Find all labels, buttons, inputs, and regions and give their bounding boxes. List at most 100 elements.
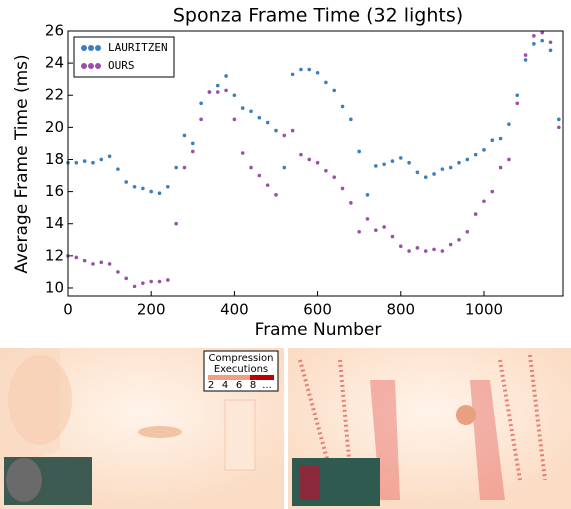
x-tick-label: 200 xyxy=(137,301,166,319)
point xyxy=(224,88,228,93)
point xyxy=(390,159,395,163)
point xyxy=(315,160,320,165)
render-basin xyxy=(138,426,182,438)
point xyxy=(465,157,470,162)
point xyxy=(415,170,420,175)
point xyxy=(507,122,511,126)
point xyxy=(448,242,453,247)
point xyxy=(515,93,520,98)
point xyxy=(332,88,337,93)
point xyxy=(490,138,495,143)
point xyxy=(132,184,137,189)
render-column xyxy=(224,399,256,471)
y-tick-label: 16 xyxy=(45,182,64,200)
point xyxy=(557,125,561,130)
point xyxy=(507,157,511,162)
point xyxy=(141,186,145,191)
legend-label: LAURITZEN xyxy=(108,41,168,54)
point xyxy=(190,149,195,154)
point xyxy=(349,117,353,122)
x-axis-label: Frame Number xyxy=(255,320,382,340)
point xyxy=(482,148,486,152)
colorbar-label: ... xyxy=(262,380,272,391)
point xyxy=(274,128,278,133)
point xyxy=(307,157,312,162)
point xyxy=(382,162,386,167)
point xyxy=(557,117,561,122)
point xyxy=(382,225,386,229)
point xyxy=(182,165,187,170)
point xyxy=(324,80,328,85)
x-tick-label: 400 xyxy=(220,301,249,319)
point xyxy=(498,136,503,141)
point xyxy=(82,159,87,163)
point xyxy=(224,74,228,78)
point xyxy=(457,237,461,242)
y-tick-label: 26 xyxy=(45,22,64,40)
render-medallion xyxy=(456,405,476,425)
point xyxy=(398,156,403,160)
point xyxy=(215,90,220,94)
point xyxy=(99,157,104,162)
y-tick-label: 20 xyxy=(45,118,64,136)
point xyxy=(398,244,403,249)
y-tick-label: 24 xyxy=(45,54,64,72)
point xyxy=(532,42,536,46)
point xyxy=(249,109,253,114)
point xyxy=(365,193,370,197)
point xyxy=(91,160,95,165)
point xyxy=(548,48,553,53)
point xyxy=(124,276,129,281)
point xyxy=(141,281,145,285)
inset-right-detail xyxy=(300,465,320,500)
point xyxy=(457,160,461,165)
point xyxy=(374,164,378,168)
point xyxy=(423,175,428,179)
point xyxy=(448,165,453,170)
point xyxy=(473,212,478,216)
point xyxy=(99,260,104,265)
legend-label: OURS xyxy=(108,59,135,72)
point xyxy=(407,160,411,165)
point xyxy=(182,133,187,138)
point xyxy=(490,189,495,194)
point xyxy=(390,234,395,239)
y-tick-label: 22 xyxy=(45,86,64,104)
colorbar-label: 2 xyxy=(208,380,214,391)
point xyxy=(166,278,170,282)
point xyxy=(107,154,112,159)
point xyxy=(174,165,178,170)
legend-marker xyxy=(81,45,87,51)
colorbar-ramp xyxy=(208,375,274,380)
colorbar-label: 6 xyxy=(236,380,242,391)
point xyxy=(124,180,129,184)
point xyxy=(282,165,287,170)
colorbar-label: 8 xyxy=(250,380,256,391)
chart-title: Sponza Frame Time (32 lights) xyxy=(173,5,463,27)
point xyxy=(432,172,436,176)
point xyxy=(290,72,295,77)
point xyxy=(207,90,212,94)
point xyxy=(282,133,287,138)
plot-frame xyxy=(67,30,564,297)
point xyxy=(440,167,445,171)
point xyxy=(349,201,353,205)
point xyxy=(265,120,270,125)
x-tick-label: 800 xyxy=(386,301,415,319)
render-hotspots xyxy=(370,380,505,500)
plot-area: 0 200 400 600 800 1000 10 12 14 16 18 20 22 24 26 LAURI… xyxy=(45,22,561,319)
point xyxy=(240,151,245,155)
legend-box xyxy=(73,36,175,78)
point xyxy=(515,101,520,106)
point xyxy=(548,40,553,45)
point xyxy=(540,30,545,35)
point xyxy=(332,175,337,179)
point xyxy=(523,58,528,62)
point xyxy=(190,141,195,146)
point xyxy=(315,70,320,75)
point xyxy=(74,255,79,260)
point xyxy=(440,249,445,253)
y-tick-label: 14 xyxy=(45,214,64,232)
point xyxy=(240,106,245,110)
point xyxy=(540,38,545,43)
